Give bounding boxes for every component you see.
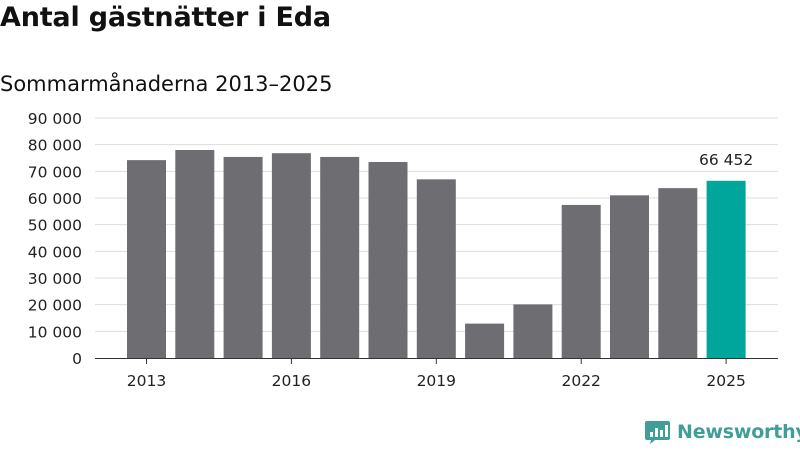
x-axis: 2013 2016 2019 2022 2025: [95, 358, 778, 390]
data-label-2025: 66 452: [699, 151, 753, 169]
bar-2020: [465, 323, 505, 358]
y-tick-label: 0: [72, 350, 82, 368]
y-tick-label: 20 000: [28, 297, 82, 315]
bar-2019: [416, 179, 456, 358]
x-tick-label: 2016: [272, 372, 311, 390]
y-tick-label: 10 000: [28, 323, 82, 341]
chart-title: Antal gästnätter i Eda: [0, 2, 331, 33]
brand-name: Newsworthy: [677, 421, 800, 443]
y-tick-label: 30 000: [28, 270, 82, 288]
x-tick-label: 2019: [417, 372, 456, 390]
y-tick-label: 70 000: [28, 163, 82, 181]
bar-2018: [368, 162, 408, 358]
data-labels: 66 452: [699, 151, 753, 169]
bar-2021: [513, 304, 553, 358]
bars: [127, 150, 746, 358]
bar-2016: [271, 153, 311, 358]
y-tick-label: 60 000: [28, 190, 82, 208]
chart-subtitle: Sommarmånaderna 2013–2025: [0, 72, 333, 96]
bar-2025: [706, 180, 746, 358]
x-tick-label: 2013: [127, 372, 166, 390]
y-axis-ticks: 0 10 000 20 000 30 000 40 000 50 000 60 000 70 …: [28, 110, 82, 368]
bar-2015: [223, 156, 263, 358]
x-tick-label: 2022: [561, 372, 600, 390]
y-tick-label: 50 000: [28, 217, 82, 235]
newsworthy-logo: Newsworthy: [644, 419, 800, 445]
bar-2017: [320, 156, 360, 358]
bar-2023: [610, 195, 649, 358]
bar-2014: [175, 150, 215, 358]
newsworthy-logo-icon: [645, 421, 670, 444]
bar-2022: [561, 204, 601, 358]
y-tick-label: 80 000: [28, 137, 82, 155]
bar-2013: [127, 160, 166, 358]
x-tick-label: 2025: [706, 372, 745, 390]
bar-2024: [658, 188, 698, 358]
y-tick-label: 40 000: [28, 243, 82, 261]
y-tick-label: 90 000: [28, 110, 82, 128]
